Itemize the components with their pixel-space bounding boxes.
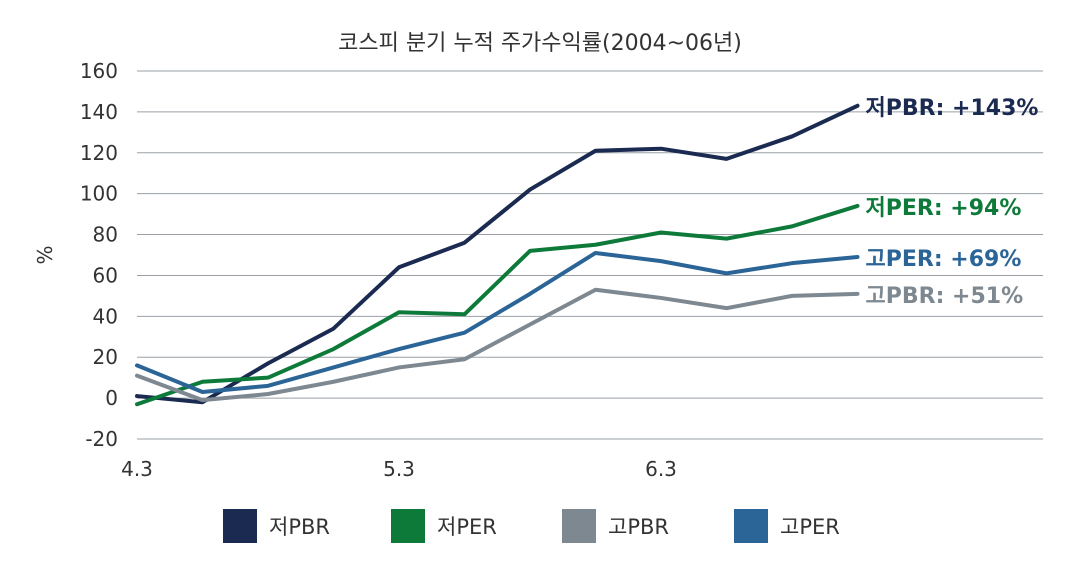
y-tick-label: 60 <box>93 263 118 287</box>
y-axis-ticks: -20 0 20 40 60 80 100 120 140 160 <box>80 59 118 451</box>
y-tick-label: -20 <box>85 427 118 451</box>
legend-swatch <box>562 509 596 543</box>
legend: 저PBR 저PER 고PBR 고PER <box>223 509 840 543</box>
y-tick-label: 0 <box>105 386 118 410</box>
y-axis-label: % <box>33 245 57 264</box>
chart-title: 코스피 분기 누적 주가수익률(2004~06년) <box>338 31 742 56</box>
legend-swatch <box>734 509 768 543</box>
gridlines <box>137 70 1043 440</box>
series-line <box>135 103 860 405</box>
y-tick-label: 140 <box>80 100 118 124</box>
legend-label: 고PBR <box>608 515 669 539</box>
x-tick-label: 4.3 <box>121 457 153 481</box>
series-line <box>135 250 860 394</box>
y-tick-label: 40 <box>93 304 118 328</box>
series-lines <box>135 103 860 407</box>
y-tick-label: 120 <box>80 141 118 165</box>
legend-label: 저PBR <box>269 515 330 539</box>
y-tick-label: 160 <box>80 59 118 83</box>
legend-label: 고PER <box>780 515 840 539</box>
legend-label: 저PER <box>437 515 497 539</box>
series-end-label: 저PBR: +143% <box>866 96 1039 121</box>
x-tick-label: 5.3 <box>383 457 415 481</box>
y-tick-label: 20 <box>93 345 118 369</box>
series-line <box>135 287 860 403</box>
series-end-label: 저PER: +94% <box>866 196 1022 221</box>
y-tick-label: 80 <box>93 223 118 247</box>
legend-swatch <box>223 509 257 543</box>
series-end-label: 고PBR: +51% <box>866 284 1024 309</box>
series-end-label: 고PER: +69% <box>866 247 1022 272</box>
legend-swatch <box>391 509 425 543</box>
x-axis-ticks: 4.3 5.3 6.3 <box>121 457 677 481</box>
end-labels: 저PBR: +143% 저PER: +94% 고PBR: +51% 고PER: +69… <box>866 96 1039 309</box>
y-tick-label: 100 <box>80 182 118 206</box>
x-tick-label: 6.3 <box>645 457 677 481</box>
series-line <box>135 203 860 407</box>
